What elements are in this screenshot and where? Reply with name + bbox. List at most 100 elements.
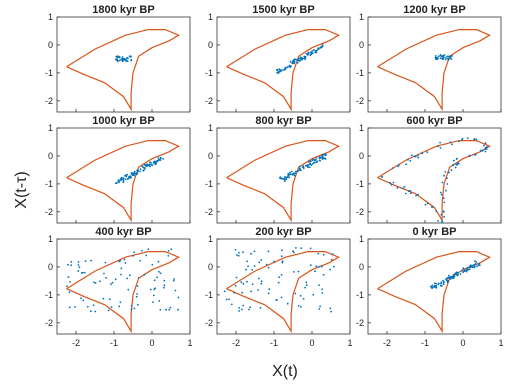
attractor-line [377,140,491,223]
data-point [477,264,480,267]
panel-title: 1800 kyr BP [92,4,154,16]
data-point [241,308,243,311]
data-point [390,184,393,186]
data-point [133,307,136,310]
data-point [137,170,140,172]
data-point [445,279,448,281]
data-point [259,307,262,309]
data-point [443,281,445,283]
data-point [133,251,136,254]
data-point [285,178,288,181]
data-point [468,154,471,157]
data-point [404,192,407,195]
data-point [458,140,460,143]
y-tick-label: -2 [45,96,53,106]
data-point [297,57,300,60]
data-point [279,177,281,180]
data-point [241,291,244,294]
data-point [134,172,137,175]
data-point [290,65,292,67]
data-point [333,265,335,268]
data-point [251,283,254,286]
data-point [122,177,125,180]
data-point [299,294,302,297]
data-point [314,270,316,273]
data-point [434,55,437,57]
data-point [253,265,256,267]
y-tick-label: -1 [356,68,364,78]
data-point [445,57,447,59]
panel-title: 400 kyr BP [95,226,151,238]
data-point [260,280,263,283]
data-point [153,279,156,282]
data-point [324,153,327,156]
data-point [421,152,423,155]
data-point [469,266,472,269]
data-point [143,164,146,166]
data-point [467,269,470,271]
data-point [417,154,419,157]
data-point [108,298,111,301]
data-point [452,163,455,166]
y-tick-label: -2 [45,207,53,217]
data-point [225,298,228,301]
data-point [103,272,105,275]
data-point [318,284,320,286]
data-point [159,308,162,311]
data-point [311,50,314,52]
data-point [68,306,71,309]
y-tick-label: 1 [208,234,213,244]
data-point [307,51,310,54]
y-tick-label: 1 [359,12,364,22]
data-point [130,59,133,61]
data-point [307,166,309,169]
data-point [174,289,177,292]
y-tick-label: -1 [45,68,53,78]
data-point [308,166,311,169]
data-point [250,290,253,293]
data-point [127,177,129,180]
data-point [329,307,332,310]
y-tick-label: 0 [48,151,53,161]
data-point [311,159,314,162]
y-tick-label: -1 [205,179,213,189]
data-point [292,172,294,175]
y-tick-label: 0 [208,40,213,50]
data-point [474,260,476,263]
data-point [123,258,126,261]
data-point [118,260,121,263]
data-point [451,277,454,280]
data-point [136,303,139,306]
data-point [159,272,162,275]
data-point [443,215,446,218]
data-point [126,57,129,59]
data-point [126,173,129,176]
data-point [431,287,433,290]
data-point [238,310,241,312]
data-point [257,289,259,291]
data-point [142,169,145,172]
data-point [305,284,308,286]
data-point [435,56,437,59]
data-point [297,270,300,273]
data-point [120,273,122,276]
data-point [322,153,324,156]
data-point [321,288,323,291]
data-point [242,304,245,307]
data-point [475,261,478,263]
data-point [228,298,230,301]
data-point [268,288,271,291]
data-point [417,156,420,159]
data-point [124,58,127,61]
x-tick-label: -2 [232,338,240,348]
data-point [223,290,226,293]
data-point [136,172,139,174]
y-tick-label: 0 [48,40,53,50]
data-point [431,206,434,209]
data-point [317,252,320,255]
panel-title: 800 kyr BP [255,115,311,127]
data-point [130,308,133,311]
data-point [299,169,302,172]
data-point [107,309,110,312]
data-point [136,285,139,287]
